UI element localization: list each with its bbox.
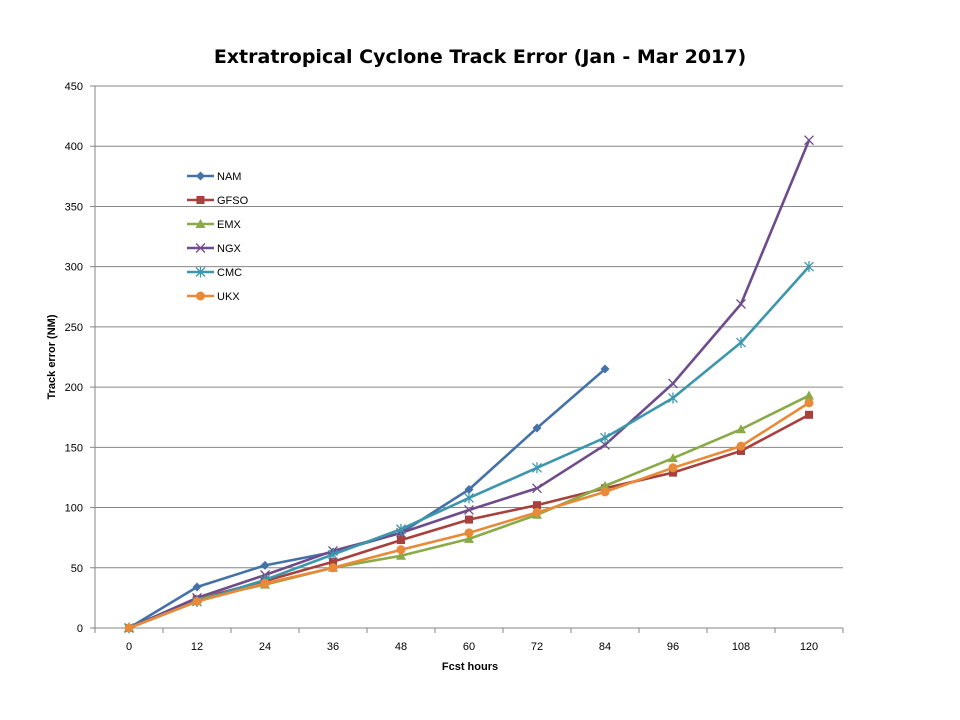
point-emx-108 xyxy=(736,424,746,434)
legend-item-emx: EMX xyxy=(187,219,242,231)
legend-label-cmc: CMC xyxy=(217,267,242,279)
y-axis-label: Track error (NM) xyxy=(46,314,58,399)
point-gfso-108 xyxy=(737,446,745,455)
point-cmc-36 xyxy=(328,549,338,561)
x-tick-label-36: 36 xyxy=(327,641,339,653)
point-ukx-36 xyxy=(328,563,338,573)
series-ukx xyxy=(124,398,814,633)
legend-label-nam: NAM xyxy=(217,171,241,183)
point-ukx-96 xyxy=(668,463,678,473)
point-nam-24 xyxy=(260,560,270,570)
point-gfso-72 xyxy=(533,501,541,510)
y-tick-label-250: 250 xyxy=(65,322,83,334)
point-gfso-48 xyxy=(397,536,405,545)
y-tick-label-350: 350 xyxy=(65,201,83,213)
x-tick-label-108: 108 xyxy=(732,641,750,653)
point-gfso-60 xyxy=(465,515,473,524)
point-ukx-0 xyxy=(124,623,134,633)
point-ngx-96 xyxy=(668,378,678,389)
legend-swatch-marker-ukx xyxy=(196,291,205,301)
point-ukx-12 xyxy=(192,597,202,607)
x-tick-label-84: 84 xyxy=(599,641,611,653)
legend-swatch-marker-ngx xyxy=(195,243,206,253)
x-tick-label-48: 48 xyxy=(395,641,407,653)
y-tick-label-300: 300 xyxy=(65,262,83,274)
legend-swatch-marker-gfso xyxy=(196,196,205,204)
y-axis-ticks: 0 50 100 150 200 250 300 350 400 450 xyxy=(65,81,95,635)
legend-label-ngx: NGX xyxy=(217,243,242,255)
point-ukx-48 xyxy=(396,545,406,555)
chart-title: Extratropical Cyclone Track Error (Jan -… xyxy=(214,46,746,68)
legend-item-nam: NAM xyxy=(187,171,241,183)
x-tick-label-96: 96 xyxy=(667,641,679,653)
point-nam-84 xyxy=(600,364,610,374)
y-tick-label-200: 200 xyxy=(65,382,83,394)
y-tick-label-50: 50 xyxy=(71,563,83,575)
series-line-ukx xyxy=(128,401,810,630)
point-emx-60 xyxy=(464,533,474,543)
point-emx-96 xyxy=(668,453,678,463)
legend-item-gfso: GFSO xyxy=(187,195,249,207)
axes xyxy=(94,86,843,629)
point-ukx-120 xyxy=(804,398,814,408)
point-cmc-108 xyxy=(736,337,746,349)
point-cmc-84 xyxy=(600,432,610,444)
legend-label-emx: EMX xyxy=(217,219,242,231)
series-line-nam xyxy=(128,368,606,630)
x-axis-ticks: 0 12 24 36 48 60 72 84 96 108 120 xyxy=(94,628,844,653)
legend-swatch-marker-emx xyxy=(195,219,206,228)
point-ukx-60 xyxy=(464,528,474,538)
legend-item-ukx: UKX xyxy=(187,291,240,303)
legend-label-gfso: GFSO xyxy=(217,195,249,207)
point-nam-60 xyxy=(464,484,474,494)
y-tick-label-100: 100 xyxy=(65,503,83,515)
point-cmc-72 xyxy=(532,462,542,474)
x-tick-label-60: 60 xyxy=(463,641,475,653)
point-ngx-60 xyxy=(464,505,474,515)
point-emx-48 xyxy=(396,550,406,560)
point-ukx-24 xyxy=(260,578,270,588)
point-nam-72 xyxy=(532,423,542,433)
legend-swatch-marker-nam xyxy=(196,171,205,181)
y-tick-label-400: 400 xyxy=(65,141,83,153)
x-tick-label-72: 72 xyxy=(531,641,543,653)
point-emx-84 xyxy=(600,480,610,490)
point-ngx-84 xyxy=(600,439,610,450)
point-ukx-72 xyxy=(532,507,542,517)
point-cmc-96 xyxy=(668,392,678,404)
legend: NAM GFSO EMX NGX CMC UKX xyxy=(187,171,249,303)
point-gfso-36 xyxy=(329,557,337,566)
point-cmc-60 xyxy=(464,492,474,504)
point-ukx-84 xyxy=(600,487,610,497)
series-nam xyxy=(124,364,610,633)
point-ngx-72 xyxy=(532,483,542,494)
point-nam-12 xyxy=(192,582,202,592)
x-tick-label-12: 12 xyxy=(191,641,203,653)
legend-item-cmc: CMC xyxy=(187,266,242,279)
series-gfso xyxy=(125,410,813,632)
x-tick-label-0: 0 xyxy=(126,641,132,653)
y-tick-label-0: 0 xyxy=(77,623,83,635)
point-gfso-120 xyxy=(805,410,813,419)
point-cmc-120 xyxy=(804,261,814,273)
series-line-ngx xyxy=(128,139,811,630)
point-emx-120 xyxy=(804,390,814,400)
series-layer xyxy=(124,135,814,634)
point-cmc-48 xyxy=(396,523,406,535)
point-gfso-96 xyxy=(669,468,677,477)
x-axis-label: Fcst hours xyxy=(442,661,498,673)
gridlines xyxy=(95,85,843,569)
legend-label-ukx: UKX xyxy=(217,291,240,303)
x-tick-label-120: 120 xyxy=(800,641,818,653)
y-tick-label-150: 150 xyxy=(65,442,83,454)
legend-swatch-marker-cmc xyxy=(195,266,206,278)
series-ngx xyxy=(124,135,814,633)
point-ukx-108 xyxy=(736,441,746,451)
y-tick-label-450: 450 xyxy=(65,81,83,93)
x-tick-label-24: 24 xyxy=(259,641,271,653)
point-ngx-108 xyxy=(736,299,746,309)
legend-item-ngx: NGX xyxy=(187,243,242,255)
point-ngx-120 xyxy=(804,135,814,146)
